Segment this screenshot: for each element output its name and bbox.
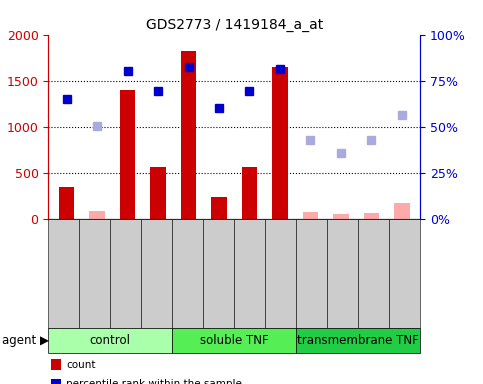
Bar: [394, 203, 410, 219]
Bar: [333, 214, 349, 219]
Bar: [242, 167, 257, 219]
Bar: [89, 210, 105, 219]
Bar: [272, 67, 287, 219]
Bar: [120, 90, 135, 219]
Bar: [212, 197, 227, 219]
Bar: [150, 167, 166, 219]
Bar: [59, 187, 74, 219]
Text: soluble TNF: soluble TNF: [200, 334, 269, 347]
Bar: [181, 51, 196, 219]
Title: GDS2773 / 1419184_a_at: GDS2773 / 1419184_a_at: [146, 18, 323, 32]
Text: agent ▶: agent ▶: [2, 334, 49, 347]
Text: percentile rank within the sample: percentile rank within the sample: [66, 379, 242, 384]
Text: control: control: [90, 334, 131, 347]
Bar: [364, 214, 379, 219]
Text: count: count: [66, 360, 96, 370]
Text: transmembrane TNF: transmembrane TNF: [298, 334, 419, 347]
Bar: [303, 212, 318, 219]
